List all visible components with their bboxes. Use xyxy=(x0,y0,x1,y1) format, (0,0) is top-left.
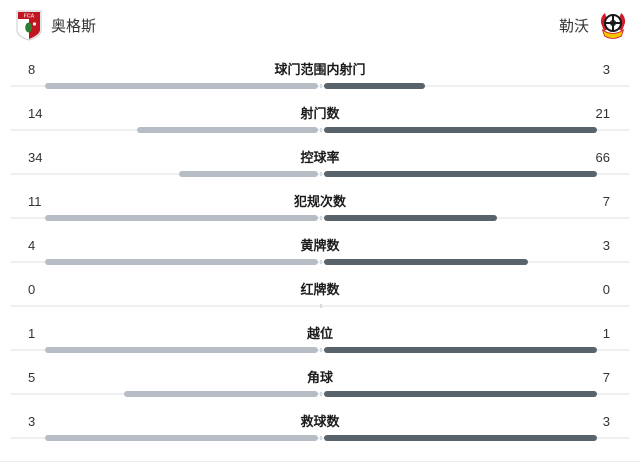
home-stat-value: 34 xyxy=(28,150,43,165)
away-team-logo-icon xyxy=(598,11,628,40)
stat-bar xyxy=(10,215,630,221)
stat-row-fouls: 11 犯规次数 7 xyxy=(0,187,640,231)
stat-row-saves: 3 救球数 3 xyxy=(0,407,640,451)
home-stat-value: 11 xyxy=(28,194,42,209)
away-stat-value: 3 xyxy=(602,62,610,77)
home-stat-bar xyxy=(137,127,318,133)
stat-bar xyxy=(10,259,630,265)
home-stat-value: 1 xyxy=(28,326,36,341)
away-stat-value: 3 xyxy=(602,238,610,253)
stats-list: 8 球门范围内射门 3 14 射门数 21 xyxy=(0,51,640,451)
home-stat-bar xyxy=(178,171,318,177)
bar-center-divider xyxy=(320,216,322,220)
stat-bar xyxy=(10,83,630,89)
away-stat-bar xyxy=(324,391,597,397)
home-stat-bar xyxy=(45,347,318,353)
away-stat-bar xyxy=(324,215,497,221)
away-stat-bar xyxy=(324,83,425,89)
stat-row-shots-on-target: 8 球门范围内射门 3 xyxy=(0,55,640,99)
home-stat-value: 8 xyxy=(28,62,36,77)
stat-bar xyxy=(10,435,630,441)
home-team-logo-icon: FCA xyxy=(16,10,42,41)
stat-bar xyxy=(10,347,630,353)
stat-bar xyxy=(10,303,630,309)
home-stat-bar xyxy=(45,259,318,265)
home-stat-value: 5 xyxy=(28,370,36,385)
away-team-name: 勒沃 xyxy=(558,17,589,35)
stat-label: 黄牌数 xyxy=(300,238,340,253)
home-team[interactable]: FCA 奥格斯 xyxy=(16,10,96,41)
away-stat-value: 7 xyxy=(602,194,610,209)
bar-center-divider xyxy=(320,260,322,264)
home-stat-bar xyxy=(45,435,318,441)
stat-label: 红牌数 xyxy=(300,282,340,297)
away-stat-value: 3 xyxy=(602,414,610,429)
bar-center-divider xyxy=(320,436,322,440)
stat-bar xyxy=(10,391,630,397)
bar-center-divider xyxy=(320,392,322,396)
stat-row-offsides: 1 越位 1 xyxy=(0,319,640,363)
away-stat-bar xyxy=(324,435,597,441)
home-stat-bar xyxy=(45,83,318,89)
stat-row-yellow-cards: 4 黄牌数 3 xyxy=(0,231,640,275)
away-stat-bar xyxy=(324,347,597,353)
match-header: FCA 奥格斯 勒沃 xyxy=(0,0,640,51)
away-stat-value: 66 xyxy=(595,150,610,165)
svg-text:FCA: FCA xyxy=(24,13,35,19)
home-stat-value: 3 xyxy=(28,414,36,429)
bar-center-divider xyxy=(320,348,322,352)
stat-row-red-cards: 0 红牌数 0 xyxy=(0,275,640,319)
stat-row-corners: 5 角球 7 xyxy=(0,363,640,407)
home-stat-value: 4 xyxy=(28,238,36,253)
stat-label: 越位 xyxy=(306,326,333,341)
away-stat-value: 1 xyxy=(602,326,610,341)
home-stat-bar xyxy=(45,215,318,221)
stat-label: 球门范围内射门 xyxy=(274,62,366,77)
away-stat-bar xyxy=(324,171,597,177)
stat-row-possession: 34 控球率 66 xyxy=(0,143,640,187)
stat-bar xyxy=(10,171,630,177)
stat-bar xyxy=(10,127,630,133)
bar-center-divider xyxy=(320,172,322,176)
stat-label: 角球 xyxy=(306,370,333,385)
bar-center-divider xyxy=(320,128,322,132)
home-team-name: 奥格斯 xyxy=(51,17,97,35)
stat-label: 控球率 xyxy=(300,150,340,165)
stat-label: 救球数 xyxy=(300,414,340,429)
stat-label: 犯规次数 xyxy=(293,194,346,209)
away-stat-bar xyxy=(324,259,528,265)
home-stat-value: 14 xyxy=(28,106,43,121)
home-stat-bar xyxy=(123,391,318,397)
away-team[interactable]: 勒沃 xyxy=(559,11,628,40)
bar-center-divider xyxy=(320,304,322,308)
home-stat-value: 0 xyxy=(28,282,36,297)
stat-row-shots: 14 射门数 21 xyxy=(0,99,640,143)
bar-center-divider xyxy=(320,84,322,88)
away-stat-value: 21 xyxy=(595,106,610,121)
away-stat-value: 7 xyxy=(602,370,610,385)
away-stat-value: 0 xyxy=(602,282,610,297)
stat-label: 射门数 xyxy=(300,106,340,121)
away-stat-bar xyxy=(324,127,597,133)
